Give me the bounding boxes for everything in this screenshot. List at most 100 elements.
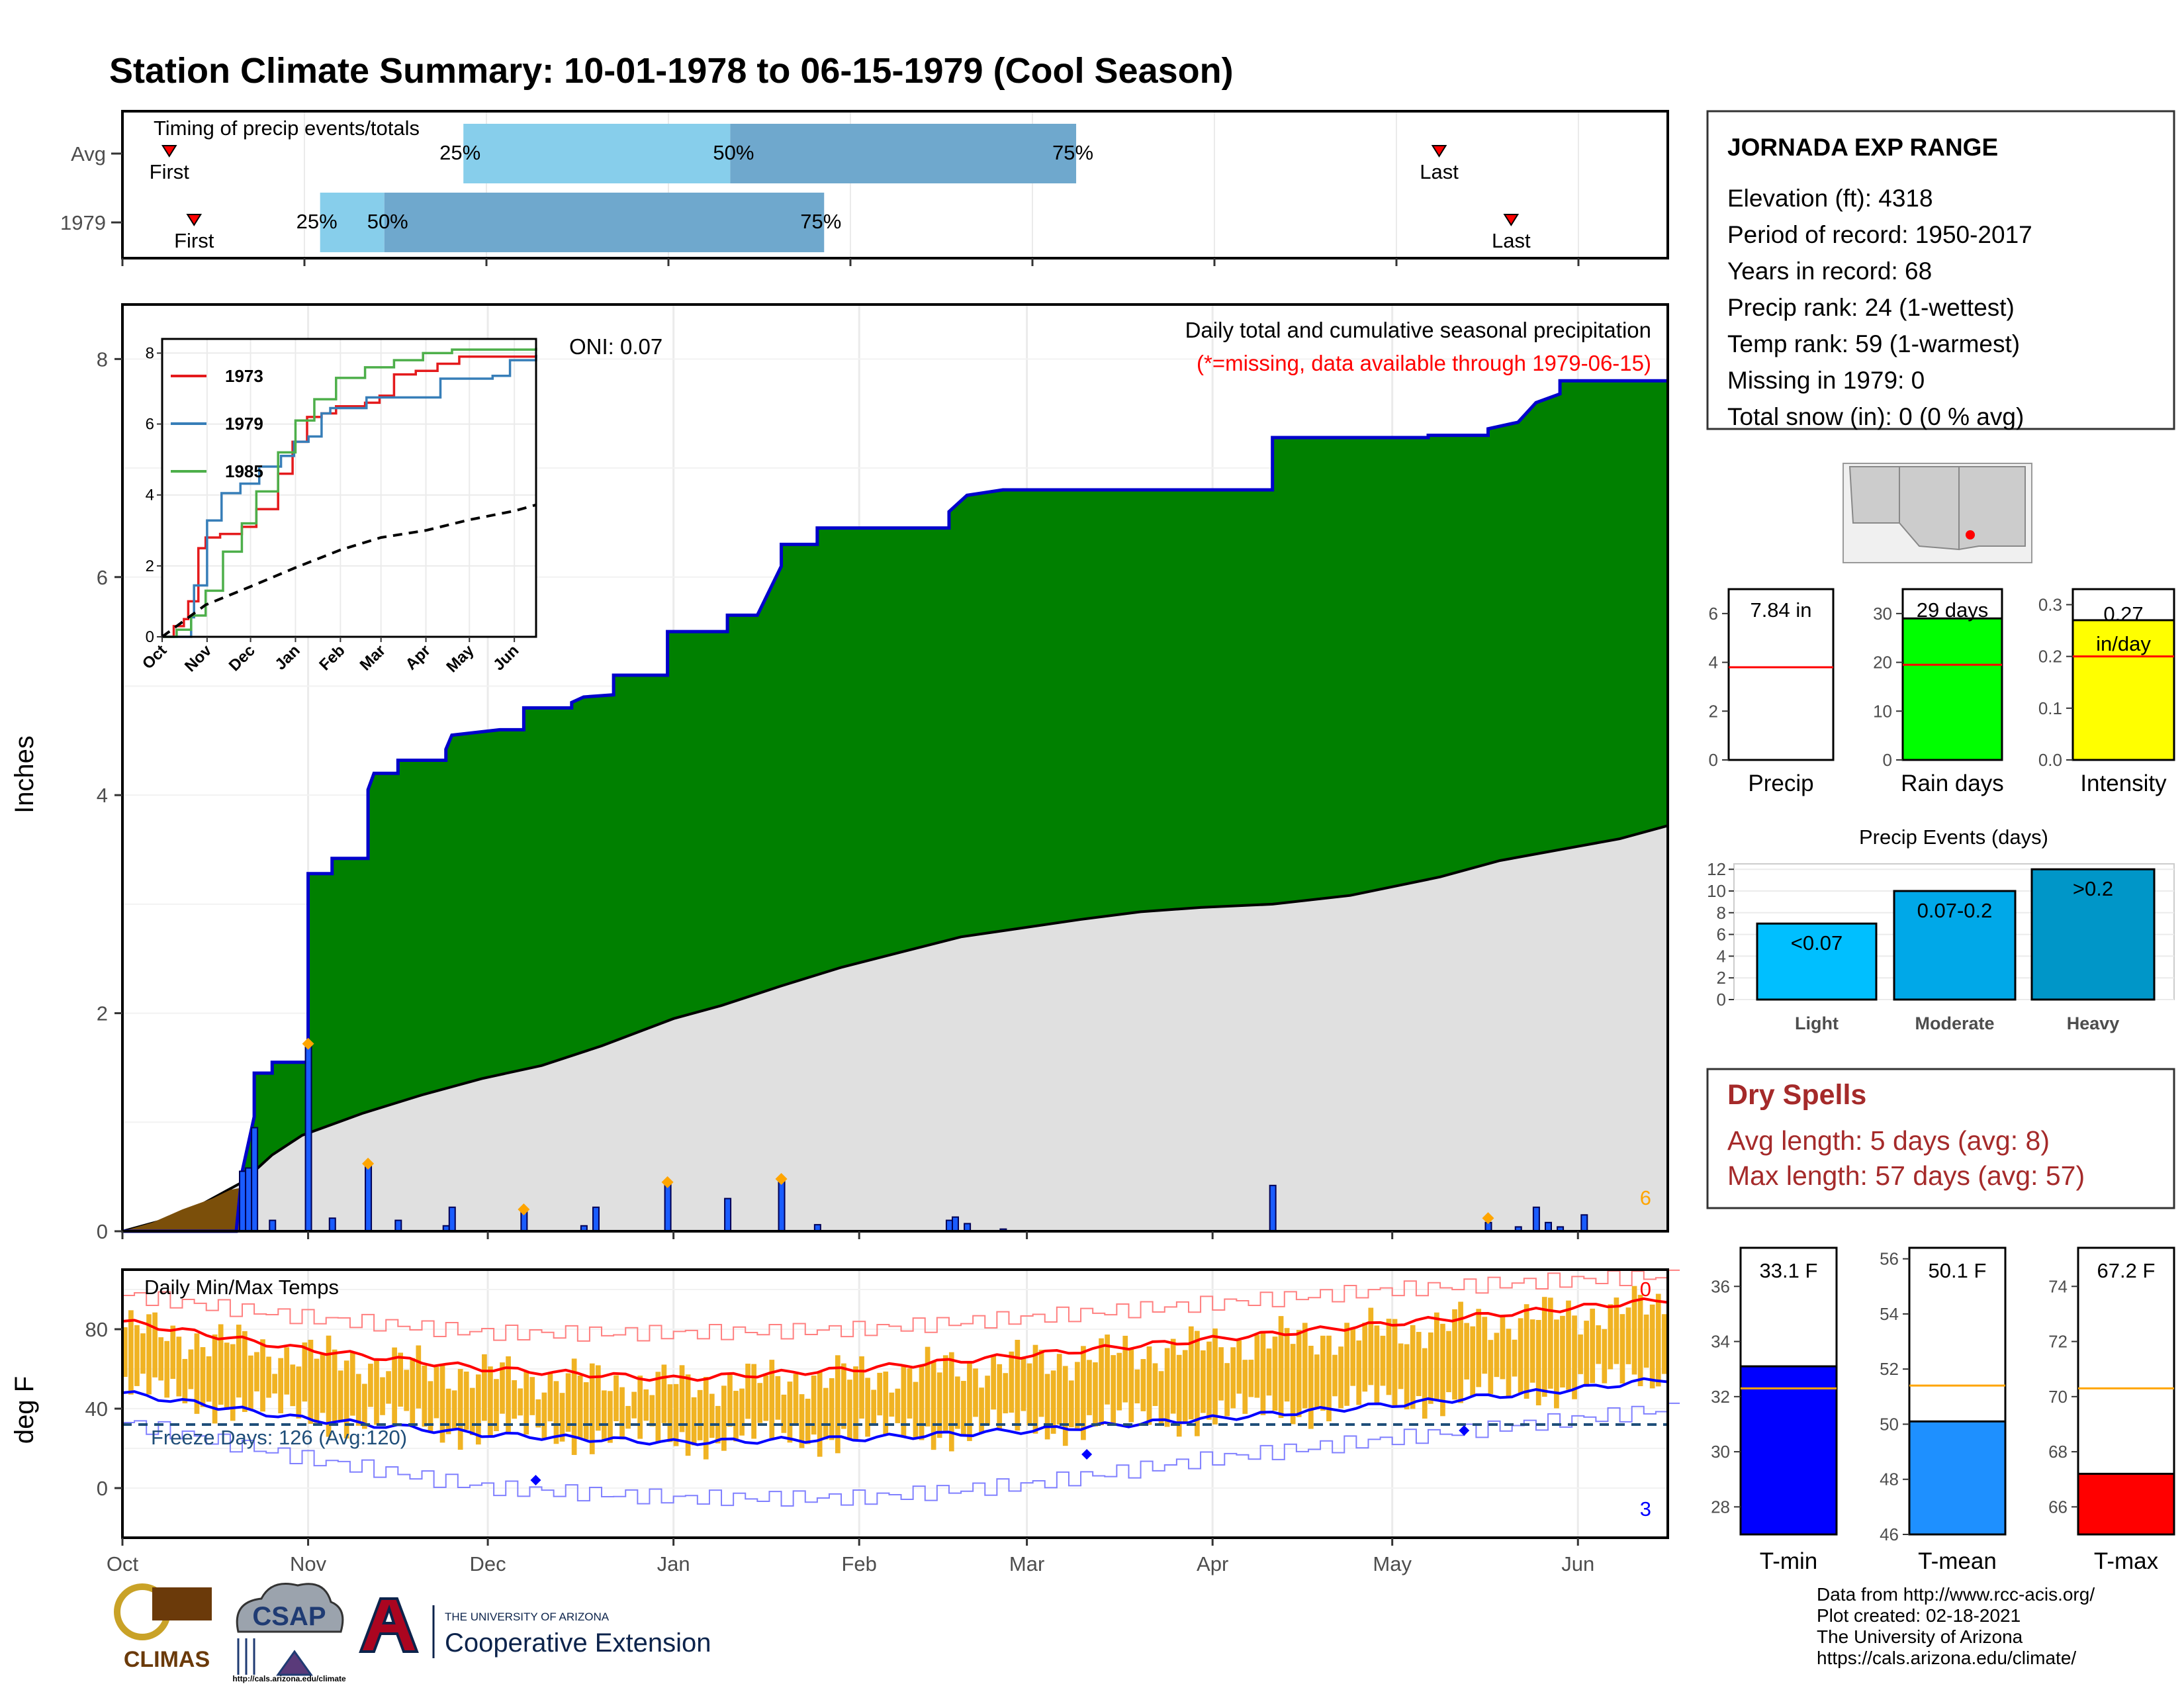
daily-temp-bar	[410, 1358, 416, 1428]
daily-temp-bar	[1254, 1335, 1260, 1398]
daily-precip-bar	[592, 1206, 600, 1232]
daily-temp-bar	[1068, 1380, 1074, 1427]
daily-temp-bar	[577, 1376, 583, 1440]
cumulative-precip-line	[122, 379, 1668, 1233]
normal-max-line	[122, 1297, 1668, 1382]
daily-temp-bar	[853, 1366, 858, 1440]
timing-pct-label: 25%	[296, 210, 338, 233]
daily-temp-bar	[230, 1344, 236, 1421]
daily-temp-bar	[1494, 1333, 1500, 1378]
daily-temp-bar	[1380, 1335, 1386, 1386]
daily-temp-bar	[218, 1324, 224, 1405]
daily-temp-bar	[709, 1393, 715, 1438]
daily-temp-bar	[817, 1372, 823, 1457]
timing-pct-label: 50%	[713, 141, 754, 164]
daily-temp-bar	[1578, 1334, 1583, 1374]
temp-bar-label: T-mean	[1918, 1548, 1997, 1574]
daily-temp-bar	[1314, 1354, 1320, 1409]
daily-temp-bar	[673, 1383, 679, 1446]
timing-pct-label: 75%	[800, 210, 841, 233]
daily-temp-bar	[1392, 1319, 1398, 1408]
station-info-line: Elevation (ft): 4318	[1727, 185, 1933, 212]
daily-temp-bar	[608, 1391, 613, 1443]
daily-temp-bar	[1242, 1360, 1248, 1414]
daily-temp-bar	[948, 1352, 954, 1452]
daily-temp-bar	[1182, 1350, 1188, 1424]
daily-temp-bar	[398, 1352, 404, 1407]
daily-temp-bar	[1428, 1332, 1433, 1404]
summary-bar-frame	[1727, 588, 1835, 761]
record-min-line	[122, 1402, 1680, 1507]
daily-temp-bar	[1056, 1354, 1062, 1425]
dry-spells-max: Max length: 57 days (avg: 57)	[1727, 1160, 2085, 1191]
daily-temp-bar	[1446, 1331, 1451, 1393]
station-info-line: Total snow (in): 0 (0 % avg)	[1727, 403, 2024, 430]
temp-bottom-right-value: 3	[1640, 1497, 1651, 1521]
daily-temp-bar	[518, 1388, 523, 1416]
dry-spells-avg: Avg length: 5 days (avg: 8)	[1727, 1125, 2050, 1156]
daily-temp-bar	[535, 1399, 541, 1428]
daily-temp-bar	[775, 1376, 781, 1420]
inset-legend-label: 1973	[225, 366, 263, 386]
daily-temp-bar	[1470, 1326, 1476, 1396]
daily-temp-bar	[1015, 1339, 1021, 1431]
map-state-new-mexico	[1958, 466, 2026, 551]
daily-temp-bar	[1128, 1348, 1134, 1423]
daily-temp-bar	[1529, 1319, 1535, 1383]
daily-temp-bar	[823, 1387, 829, 1440]
temp-ytick-label: 80	[85, 1318, 108, 1341]
summary-bar-ytick-label: 0.2	[2038, 647, 2062, 667]
temp-bar-value: 67.2 F	[2097, 1259, 2156, 1282]
precip-events-ytick-label: 4	[1717, 946, 1726, 966]
daily-temp-bar	[1152, 1363, 1158, 1407]
daily-temp-bar	[1434, 1312, 1439, 1401]
daily-temp-bar	[1476, 1309, 1482, 1387]
precip-events-ytick-label: 10	[1707, 881, 1726, 901]
temp-bar-t-mean	[1908, 1420, 2007, 1536]
station-info-line: Missing in 1979: 0	[1727, 367, 1925, 394]
summary-bar-value: 7.84 in	[1750, 598, 1811, 622]
daily-temp-bar	[343, 1360, 349, 1439]
daily-temp-bar	[1111, 1355, 1116, 1423]
summary-bar-ytick-label: 4	[1709, 653, 1718, 673]
precip-events-ytick-label: 6	[1717, 925, 1726, 945]
daily-temp-bar	[1619, 1314, 1625, 1383]
daily-temp-bar	[991, 1354, 996, 1410]
daily-temp-bar	[1566, 1300, 1571, 1390]
temp-bar-value: 33.1 F	[1760, 1259, 1818, 1282]
daily-temp-bar	[1661, 1314, 1667, 1374]
daily-temp-bar	[1038, 1349, 1044, 1417]
precip-ytick-label: 2	[97, 1002, 108, 1025]
daily-temp-bar	[416, 1345, 422, 1409]
daily-temp-bar	[1164, 1348, 1170, 1427]
precip-events-category: Heavy	[2067, 1013, 2120, 1033]
timing-bar-50-75	[384, 193, 825, 252]
temp-xtick-label: Nov	[290, 1552, 327, 1575]
daily-temp-bar	[835, 1355, 841, 1454]
daily-temp-bar	[1362, 1323, 1368, 1392]
daily-precip-bar	[664, 1181, 672, 1232]
daily-temp-bar	[931, 1361, 936, 1450]
daily-temp-bar	[1146, 1346, 1152, 1425]
daily-temp-bar	[979, 1387, 984, 1432]
daily-temp-bar	[500, 1362, 505, 1414]
daily-temp-bar	[128, 1310, 134, 1395]
daily-precip-bar	[304, 1043, 312, 1233]
daily-temp-bar	[655, 1372, 661, 1442]
summary-bar-charts: 7.84 in Precip 0 2 4 6 29 days Rain days 0 10 20 30…	[1709, 588, 2175, 796]
daily-temp-bar	[422, 1365, 428, 1427]
daily-temp-bar	[907, 1368, 913, 1419]
daily-temp-bar	[1021, 1358, 1026, 1411]
daily-temp-bar	[1134, 1369, 1140, 1404]
daily-temp-bar	[296, 1366, 302, 1419]
daily-temp-bar	[506, 1356, 511, 1434]
daily-temp-bar	[1398, 1343, 1404, 1389]
daily-temp-bar	[1290, 1344, 1296, 1425]
footer-line: The University of Arizona	[1817, 1626, 2023, 1647]
daily-temp-bar	[1230, 1347, 1236, 1409]
precip-chart-subtitle: (*=missing, data available through 1979-…	[1197, 351, 1651, 375]
daily-temp-bar	[703, 1377, 709, 1460]
daily-temp-bar	[883, 1371, 889, 1436]
daily-temp-bar	[602, 1390, 607, 1442]
